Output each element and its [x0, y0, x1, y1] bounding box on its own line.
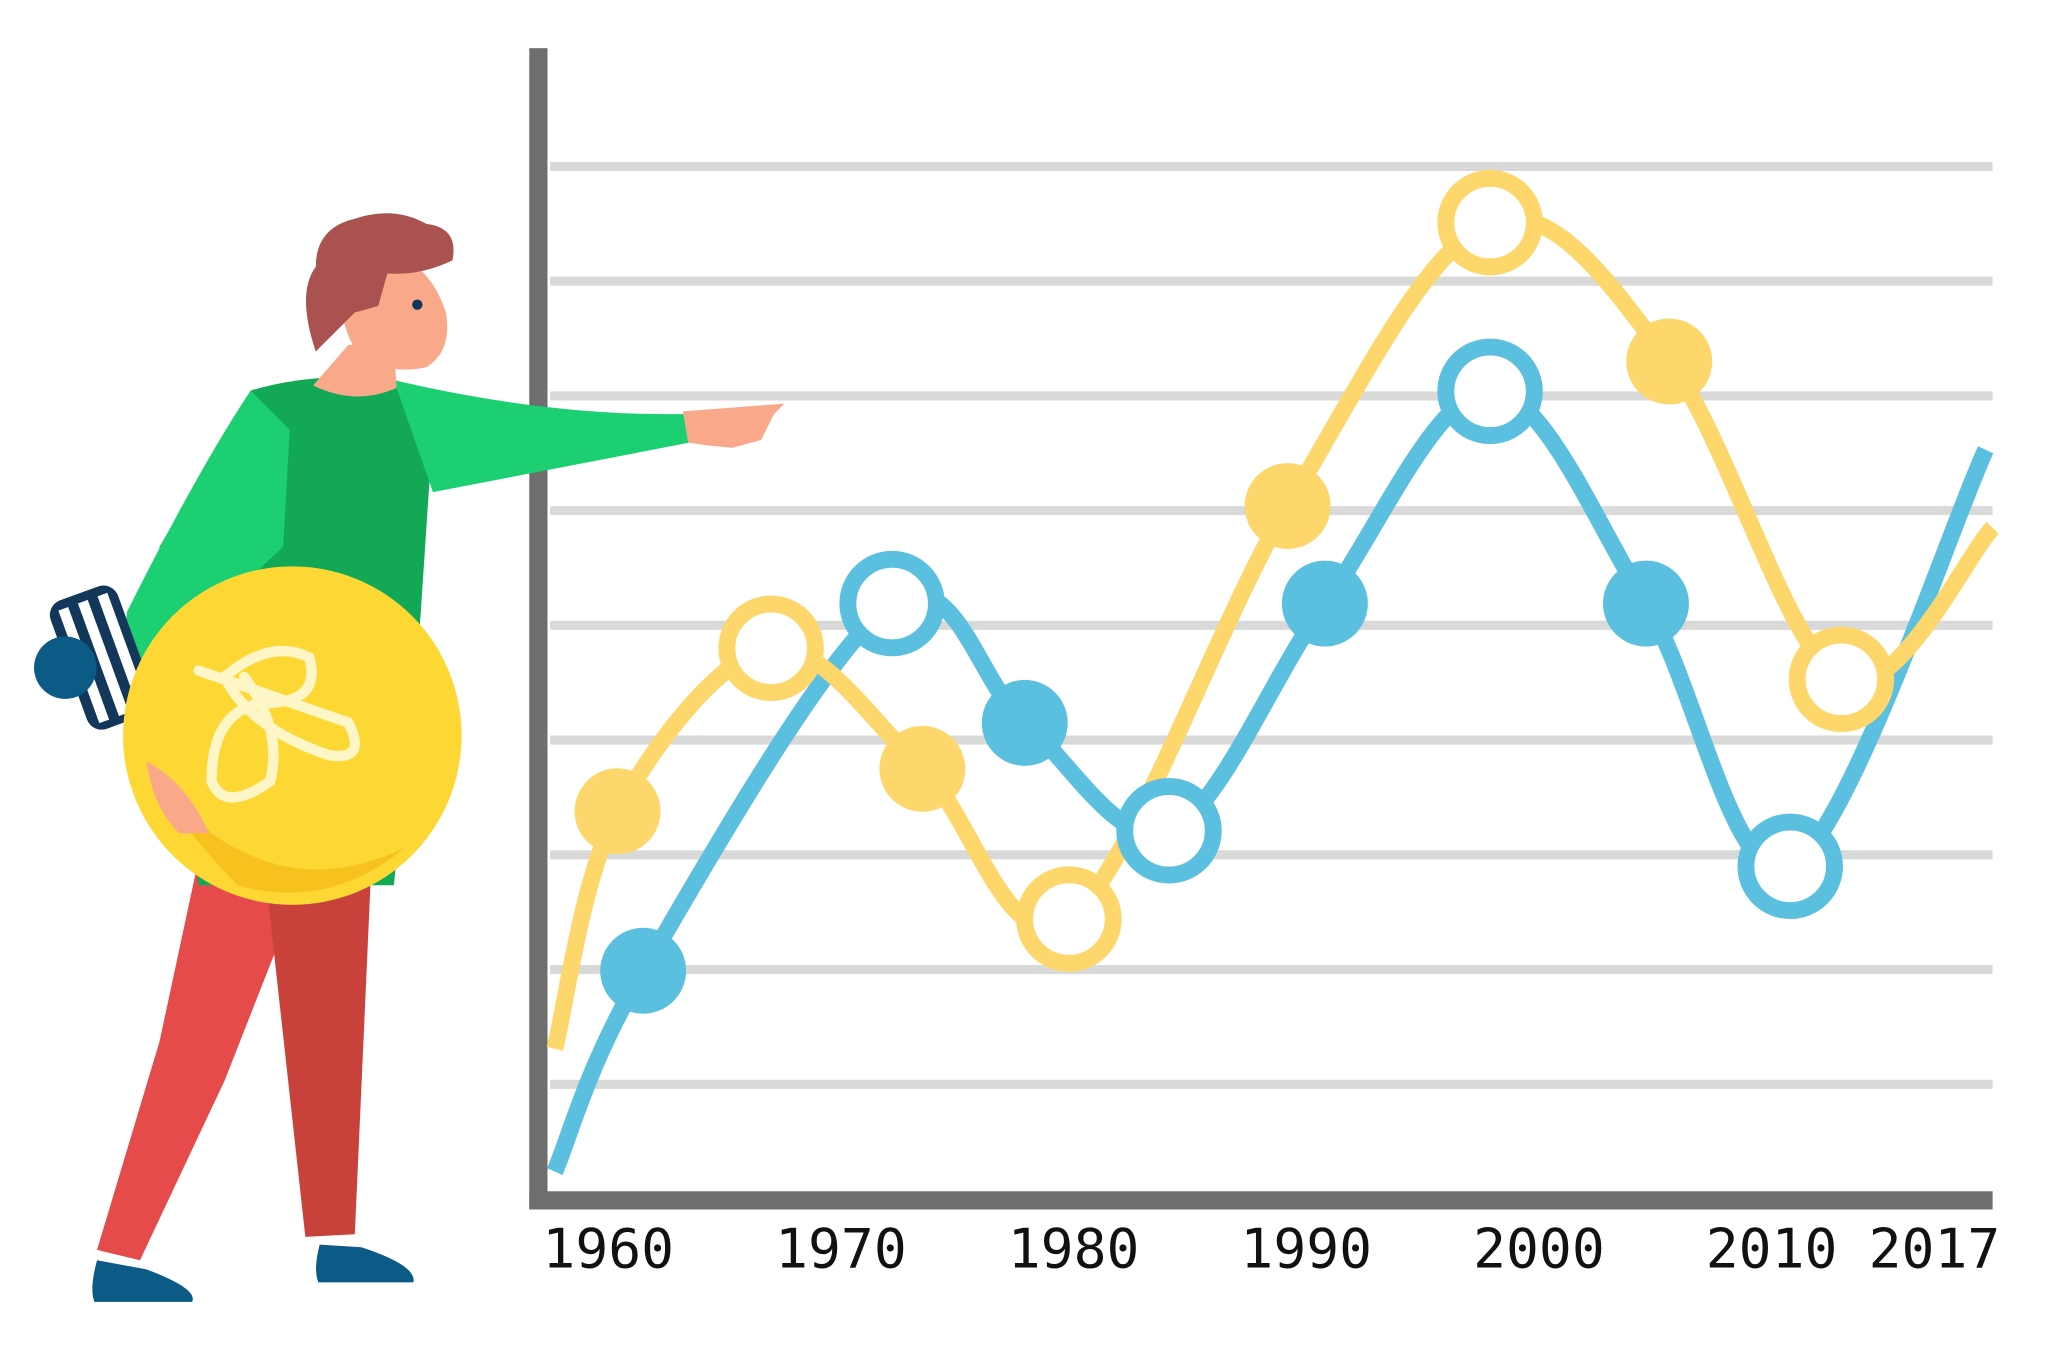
point-marker [1602, 560, 1689, 647]
series-line [546, 210, 1999, 1051]
x-tick-label: 1990 [1240, 1217, 1372, 1281]
x-tick-label: 2000 [1473, 1217, 1605, 1281]
point-marker [600, 927, 687, 1014]
hair [305, 213, 454, 352]
x-tick-label: 2010 [1706, 1217, 1838, 1281]
hand [146, 761, 209, 834]
point-marker [1737, 813, 1843, 920]
y-axis [529, 48, 548, 1210]
shoe [92, 1260, 193, 1302]
point-marker [1016, 866, 1122, 972]
x-tick-label: 1960 [542, 1217, 674, 1281]
leg [97, 859, 297, 1261]
point-marker [981, 679, 1068, 766]
shoe [316, 1244, 414, 1283]
eye [412, 299, 423, 310]
point-marker [1788, 626, 1895, 733]
point-marker [839, 550, 945, 657]
point-marker [1281, 560, 1368, 647]
hand [682, 403, 785, 448]
point-marker [1437, 169, 1543, 276]
x-tick-label: 1970 [775, 1217, 907, 1281]
x-tick-label: 2017 [1869, 1217, 2001, 1281]
filament [193, 645, 360, 803]
arm [393, 380, 690, 493]
point-marker [574, 768, 661, 855]
leg [263, 859, 371, 1237]
point-marker [1244, 463, 1331, 550]
x-tick-label: 1980 [1008, 1217, 1140, 1281]
plot [546, 169, 1999, 1175]
x-axis [529, 1191, 1993, 1210]
point-marker [879, 725, 966, 812]
point-marker [718, 595, 824, 702]
point-marker [1437, 338, 1543, 445]
point-marker [1626, 318, 1713, 405]
person-illustration [34, 213, 785, 1302]
point-marker [1116, 778, 1222, 884]
